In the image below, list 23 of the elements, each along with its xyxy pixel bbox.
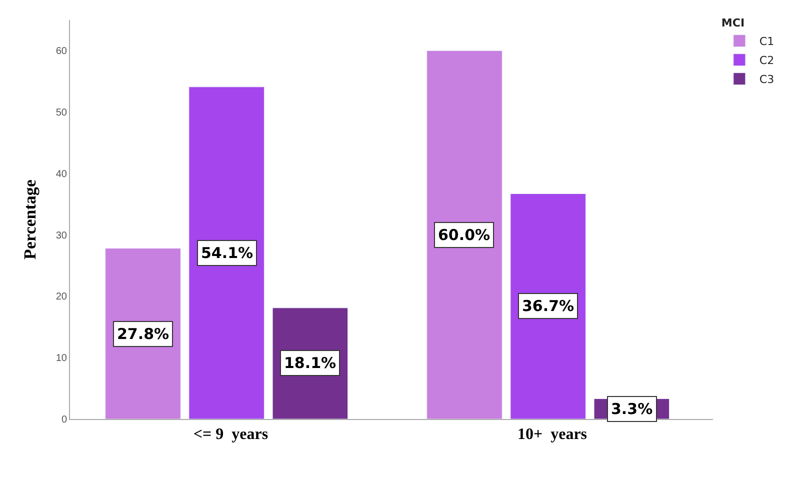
y-tick-label: 60 [56, 46, 68, 58]
data-label: 60.0% [438, 226, 490, 244]
legend-label: C2 [759, 54, 774, 68]
x-tick-label: <= 9 years [193, 426, 268, 444]
legend-label: C1 [759, 35, 774, 48]
data-label: 54.1% [201, 244, 254, 262]
y-tick-label: 50 [56, 108, 68, 119]
legend-label: C3 [759, 73, 774, 86]
legend-title: MCI [721, 16, 745, 30]
bar [426, 50, 502, 419]
data-label: 27.8% [117, 325, 170, 343]
bar [188, 86, 264, 419]
y-tick-label: 20 [56, 292, 68, 303]
y-tick-label: 0 [61, 414, 68, 426]
y-tick-label: 30 [56, 230, 68, 242]
y-axis-title: Percentage [20, 179, 40, 260]
y-tick-label: 10 [56, 353, 68, 364]
y-tick-label: 40 [56, 168, 68, 180]
data-label: 36.7% [522, 297, 574, 315]
data-label: 3.3% [611, 400, 653, 418]
bar [510, 193, 586, 419]
data-label: 18.1% [284, 354, 336, 372]
x-tick-label: 10+ years [517, 426, 588, 444]
